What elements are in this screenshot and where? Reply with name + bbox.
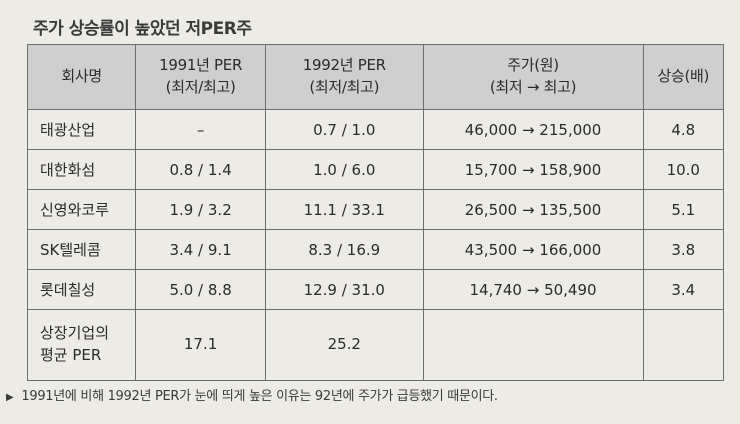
header-rise: 상승(배) [642,44,725,110]
cell-company: SK텔레콤 [26,229,137,270]
table-row-average: 상장기업의 평균 PER 17.1 25.2 [26,309,725,381]
cell-rise: 5.1 [642,189,725,230]
cell-per-1991: 17.1 [135,309,267,381]
cell-per-1991: 3.4 / 9.1 [135,229,267,270]
cell-company: 롯데칠성 [26,269,137,310]
cell-per-1991: 1.9 / 3.2 [135,189,267,230]
cell-per-1992: 0.7 / 1.0 [265,109,424,150]
cell-rise: 4.8 [642,109,725,150]
cell-per-1992: 12.9 / 31.0 [265,269,424,310]
cell-per-1991: – [135,109,267,150]
cell-rise: 10.0 [642,149,725,190]
header-per-1992: 1992년 PER (최저/최고) [265,44,424,110]
cell-price: 43,500 → 166,000 [422,229,644,270]
cell-price: 26,500 → 135,500 [422,189,644,230]
cell-rise: 3.8 [642,229,725,270]
cell-rise: 3.4 [642,269,725,310]
cell-per-1992: 25.2 [265,309,424,381]
footnote-text: 1991년에 비해 1992년 PER가 눈에 띄게 높은 이유는 92년에 주… [21,389,498,404]
cell-company: 대한화섬 [26,149,137,190]
cell-company: 상장기업의 평균 PER [26,309,137,381]
table-row: 신영와코루 1.9 / 3.2 11.1 / 33.1 26,500 → 135… [26,189,725,230]
cell-company: 태광산업 [26,109,137,150]
cell-price: 46,000 → 215,000 [422,109,644,150]
header-price: 주가(원) (최저 → 최고) [422,44,644,110]
cell-company: 신영와코루 [26,189,137,230]
cell-per-1991: 0.8 / 1.4 [135,149,267,190]
triangle-right-icon: ▶ [6,392,14,403]
per-table: 회사명 1991년 PER (최저/최고) 1992년 PER (최저/최고) 주가… [26,44,725,381]
cell-price: 15,700 → 158,900 [422,149,644,190]
cell-per-1992: 11.1 / 33.1 [265,189,424,230]
table-row: SK텔레콤 3.4 / 9.1 8.3 / 16.9 43,500 → 166,… [26,229,725,270]
cell-rise [642,309,725,381]
cell-per-1992: 8.3 / 16.9 [265,229,424,270]
header-row: 회사명 1991년 PER (최저/최고) 1992년 PER (최저/최고) 주가… [26,44,725,110]
header-company: 회사명 [26,44,137,110]
cell-per-1991: 5.0 / 8.8 [135,269,267,310]
header-per-1991: 1991년 PER (최저/최고) [135,44,267,110]
footnote: ▶ 1991년에 비해 1992년 PER가 눈에 띄게 높은 이유는 92년에 … [6,385,498,404]
page-title: 주가 상승률이 높았던 저PER주 [33,19,252,39]
cell-price [422,309,644,381]
table-row: 태광산업 – 0.7 / 1.0 46,000 → 215,000 4.8 [26,109,725,150]
table-row: 롯데칠성 5.0 / 8.8 12.9 / 31.0 14,740 → 50,4… [26,269,725,310]
cell-price: 14,740 → 50,490 [422,269,644,310]
cell-per-1992: 1.0 / 6.0 [265,149,424,190]
table-row: 대한화섬 0.8 / 1.4 1.0 / 6.0 15,700 → 158,90… [26,149,725,190]
